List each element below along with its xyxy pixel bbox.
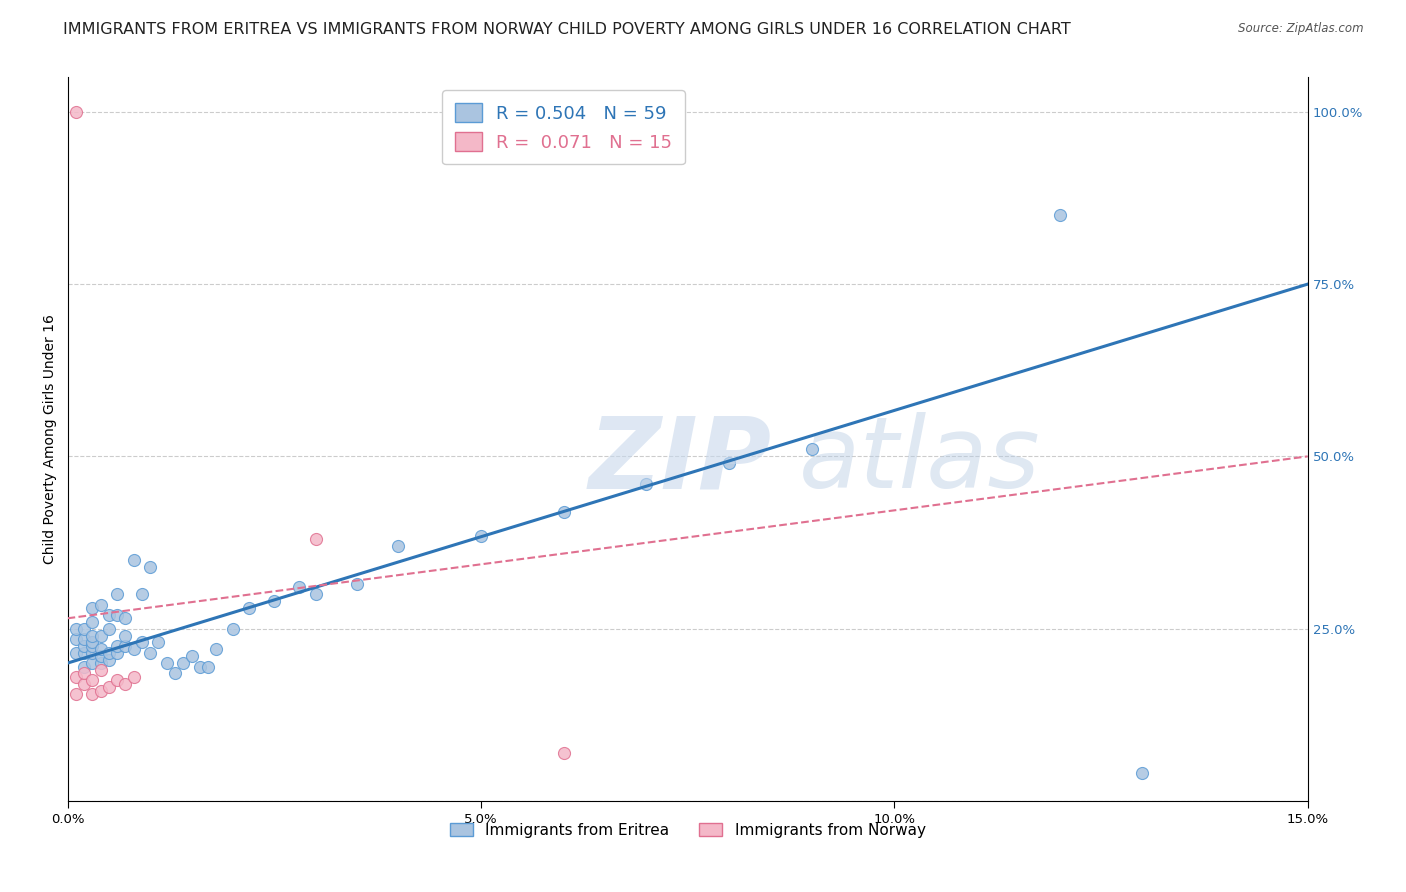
Point: [82, 656, 104, 670]
Text: atlas: atlas: [799, 412, 1040, 509]
Point: [65, 670, 87, 684]
Point: [205, 642, 228, 657]
Point: [90, 598, 112, 612]
Point: [82, 615, 104, 629]
Point: [73, 659, 96, 673]
Point: [73, 639, 96, 653]
Point: [90, 663, 112, 677]
Point: [156, 656, 179, 670]
Point: [238, 601, 260, 615]
Point: [73, 646, 96, 660]
Point: [90, 628, 112, 642]
Point: [97, 680, 120, 694]
Point: [636, 477, 658, 491]
Point: [97, 653, 120, 667]
Point: [114, 677, 136, 691]
Point: [105, 646, 128, 660]
Point: [82, 639, 104, 653]
Point: [90, 683, 112, 698]
Point: [97, 646, 120, 660]
Point: [65, 622, 87, 636]
Point: [148, 635, 170, 649]
Point: [387, 539, 409, 553]
Point: [346, 577, 368, 591]
Point: [65, 104, 87, 119]
Point: [90, 649, 112, 664]
Point: [122, 642, 145, 657]
Point: [73, 622, 96, 636]
Point: [197, 659, 219, 673]
Point: [82, 628, 104, 642]
Point: [105, 639, 128, 653]
Point: [263, 594, 285, 608]
Point: [304, 532, 326, 546]
Point: [65, 646, 87, 660]
Point: [163, 666, 186, 681]
Point: [90, 656, 112, 670]
Point: [288, 580, 311, 594]
Point: [65, 632, 87, 646]
Legend: Immigrants from Eritrea, Immigrants from Norway: Immigrants from Eritrea, Immigrants from…: [443, 816, 932, 844]
Point: [553, 504, 575, 518]
Point: [180, 649, 202, 664]
Point: [82, 673, 104, 688]
Point: [65, 687, 87, 701]
Point: [105, 607, 128, 622]
Point: [82, 687, 104, 701]
Point: [105, 673, 128, 688]
Point: [82, 646, 104, 660]
Point: [97, 622, 120, 636]
Point: [105, 587, 128, 601]
Point: [304, 587, 326, 601]
Point: [553, 746, 575, 760]
Point: [131, 635, 153, 649]
Text: Source: ZipAtlas.com: Source: ZipAtlas.com: [1239, 22, 1364, 36]
Point: [131, 587, 153, 601]
Point: [114, 628, 136, 642]
Point: [470, 528, 492, 542]
Point: [82, 601, 104, 615]
Y-axis label: Child Poverty Among Girls Under 16: Child Poverty Among Girls Under 16: [44, 314, 58, 564]
Point: [139, 646, 162, 660]
Point: [139, 559, 162, 574]
Point: [97, 607, 120, 622]
Point: [114, 611, 136, 625]
Point: [90, 642, 112, 657]
Point: [1049, 208, 1071, 222]
Point: [73, 666, 96, 681]
Point: [717, 456, 740, 470]
Text: IMMIGRANTS FROM ERITREA VS IMMIGRANTS FROM NORWAY CHILD POVERTY AMONG GIRLS UNDE: IMMIGRANTS FROM ERITREA VS IMMIGRANTS FR…: [63, 22, 1071, 37]
Point: [122, 670, 145, 684]
Point: [1130, 766, 1153, 780]
Point: [73, 677, 96, 691]
Point: [82, 635, 104, 649]
Point: [222, 622, 245, 636]
Point: [73, 632, 96, 646]
Point: [122, 553, 145, 567]
Point: [188, 659, 211, 673]
Point: [800, 442, 823, 457]
Point: [172, 656, 194, 670]
Text: ZIP: ZIP: [588, 412, 772, 509]
Point: [114, 639, 136, 653]
